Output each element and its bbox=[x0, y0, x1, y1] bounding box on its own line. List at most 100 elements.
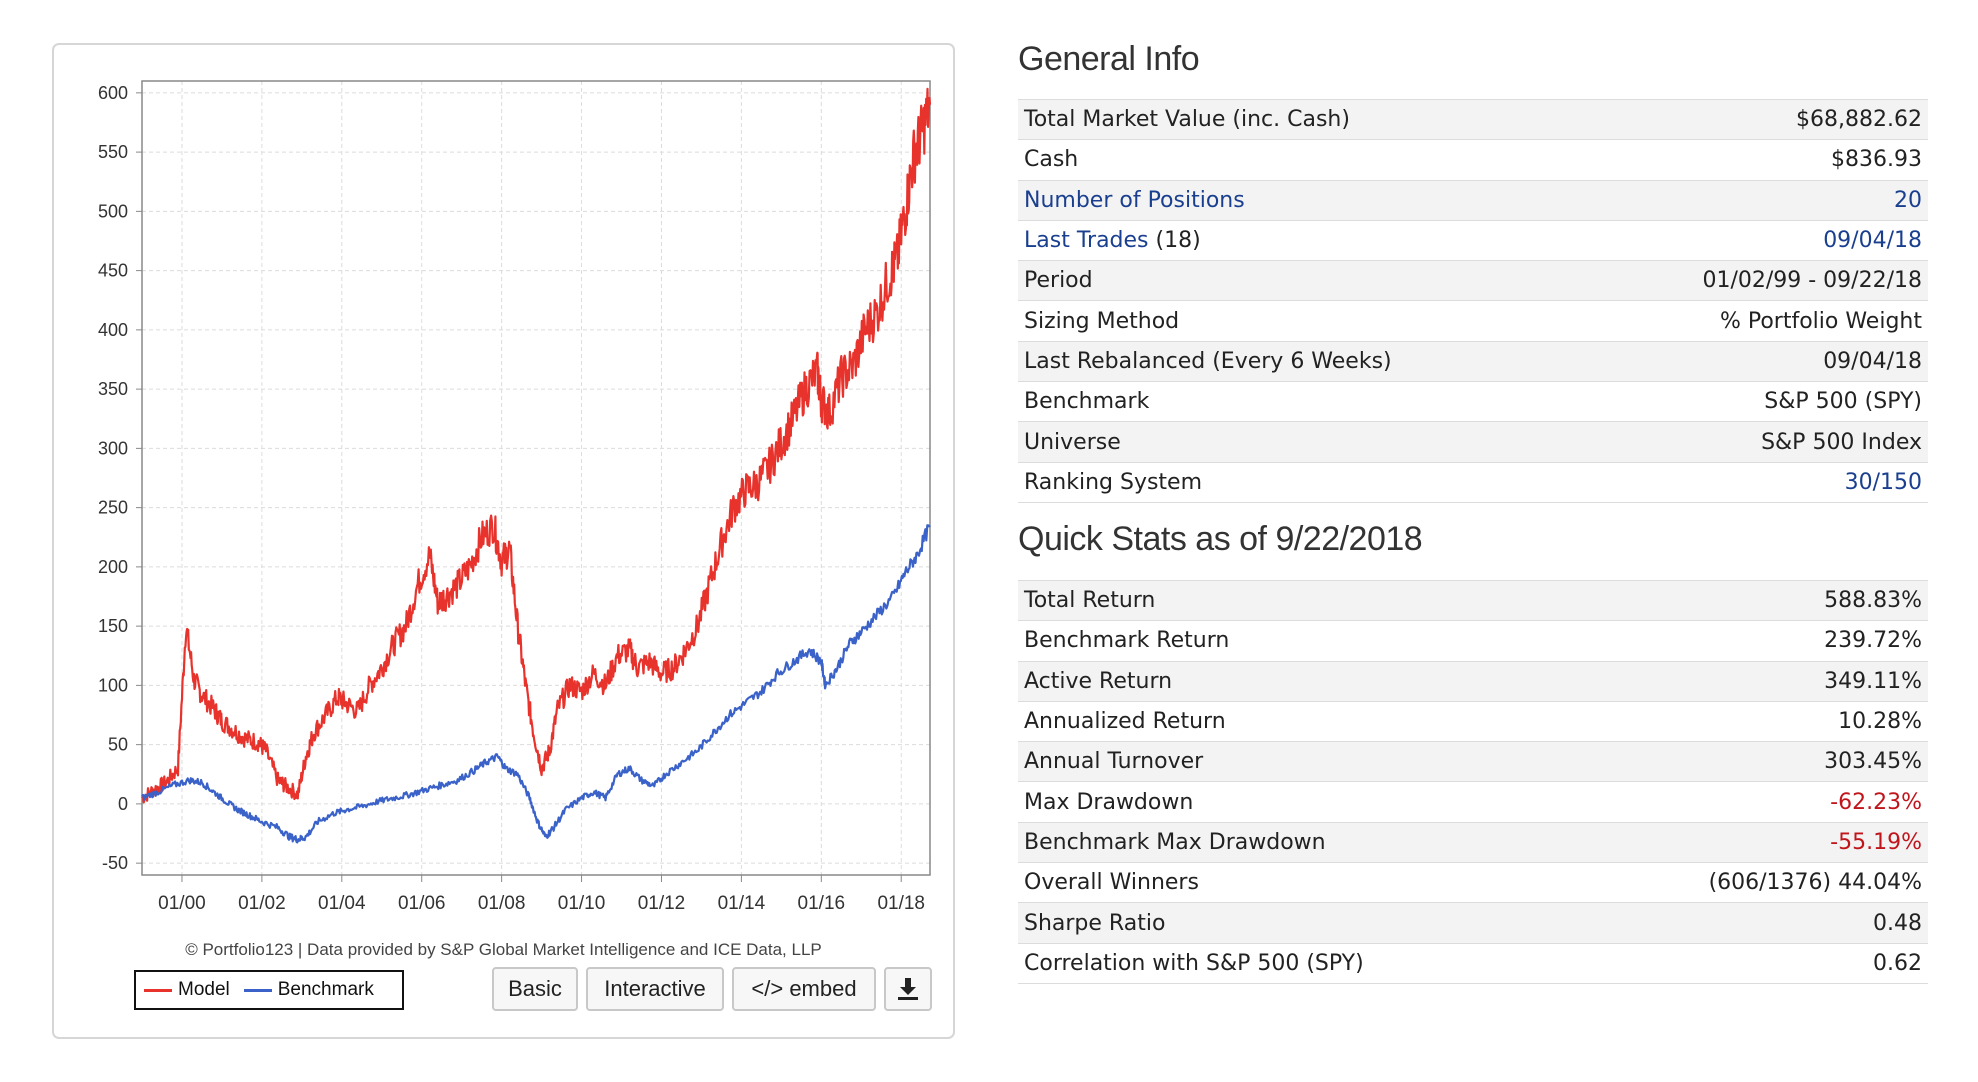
row-label-cell: Benchmark Max Drawdown bbox=[1018, 821, 1573, 863]
chart-axes: -50 0 50 100 150 200 250 300 350 400 450 500 550 600 0… bbox=[98, 83, 925, 914]
x-tick-label: 01/14 bbox=[718, 893, 766, 914]
row-label: Correlation with S&P 500 (SPY) bbox=[1024, 950, 1364, 976]
row-label: Active Return bbox=[1024, 668, 1173, 694]
performance-chart: -50 0 50 100 150 200 250 300 350 400 450 500 550 600 0… bbox=[98, 80, 932, 914]
table-row-period: Period 01/02/99 - 09/22/18 bbox=[1018, 260, 1928, 301]
row-value[interactable]: 09/04/18 bbox=[1583, 219, 1928, 261]
table-row-universe: Universe S&P 500 Index bbox=[1018, 421, 1928, 463]
row-label: Sharpe Ratio bbox=[1024, 910, 1166, 936]
legend-label-model: Model bbox=[178, 979, 230, 1000]
chart-card: -50 0 50 100 150 200 250 300 350 400 450 500 550 600 0… bbox=[52, 43, 955, 1039]
row-label: Benchmark Return bbox=[1024, 628, 1230, 654]
row-label-cell: Correlation with S&P 500 (SPY) bbox=[1018, 942, 1573, 984]
row-label-cell: Last Rebalanced (Every 6 Weeks) bbox=[1018, 340, 1584, 382]
row-label: Cash bbox=[1024, 147, 1079, 173]
row-value: S&P 500 (SPY) bbox=[1583, 381, 1928, 422]
x-tick-label: 01/08 bbox=[478, 893, 526, 914]
table-row-annualized-return: Annualized Return 10.28% bbox=[1018, 700, 1928, 742]
row-value: 10.28% bbox=[1572, 700, 1928, 742]
row-value: 0.62 bbox=[1572, 942, 1928, 984]
x-tick-label: 01/18 bbox=[877, 893, 925, 914]
y-tick-label: 200 bbox=[98, 557, 128, 577]
row-label: Universe bbox=[1024, 429, 1121, 455]
y-tick-label: 250 bbox=[98, 498, 128, 518]
row-value: -55.19% bbox=[1572, 821, 1928, 863]
row-label-cell: Last Trades (18) bbox=[1018, 219, 1584, 261]
row-label-cell: Cash bbox=[1018, 139, 1584, 181]
download-button[interactable] bbox=[884, 967, 932, 1011]
table-row-total-market-value-inc-cash: Total Market Value (inc. Cash) $68,882.62 bbox=[1018, 98, 1928, 140]
table-row-benchmark-max-drawdown: Benchmark Max Drawdown -55.19% bbox=[1018, 821, 1928, 863]
embed-button[interactable]: </> embed bbox=[732, 967, 876, 1011]
x-tick-label: 01/12 bbox=[638, 893, 686, 914]
row-value: (606/1376) 44.04% bbox=[1572, 862, 1928, 903]
row-label-cell: Total Return bbox=[1018, 579, 1573, 621]
table-row-benchmark: Benchmark S&P 500 (SPY) bbox=[1018, 381, 1928, 422]
y-tick-label: 0 bbox=[118, 794, 128, 814]
x-tick-label: 01/10 bbox=[558, 893, 606, 914]
row-label: Period bbox=[1024, 268, 1093, 294]
general-info-table: Total Market Value (inc. Cash) $68,882.62… bbox=[1018, 98, 1928, 503]
table-row-number-of-positions[interactable]: Number of Positions 20 bbox=[1018, 179, 1928, 221]
legend-item-model[interactable]: Model bbox=[144, 979, 230, 1001]
row-label[interactable]: Last Trades bbox=[1024, 228, 1149, 254]
row-label-cell: Ranking System bbox=[1018, 461, 1584, 503]
series-line-model bbox=[141, 87, 932, 804]
legend-item-benchmark[interactable]: Benchmark bbox=[243, 979, 374, 1001]
chart-grid bbox=[142, 81, 930, 875]
row-label: Benchmark Max Drawdown bbox=[1024, 829, 1326, 855]
y-tick-label: 600 bbox=[98, 83, 128, 103]
chart-legend[interactable]: Model Benchmark bbox=[134, 970, 404, 1010]
row-label-cell: Universe bbox=[1018, 421, 1584, 463]
download-icon bbox=[898, 978, 918, 1000]
row-label: Benchmark bbox=[1024, 389, 1150, 415]
row-label-cell: Total Market Value (inc. Cash) bbox=[1018, 98, 1584, 140]
table-row-total-return: Total Return 588.83% bbox=[1018, 579, 1928, 621]
row-value: 303.45% bbox=[1572, 741, 1928, 782]
row-label-cell: Benchmark Return bbox=[1018, 620, 1573, 662]
y-tick-label: 550 bbox=[98, 142, 128, 162]
row-label-cell: Annualized Return bbox=[1018, 700, 1573, 742]
table-row-last-trades[interactable]: Last Trades (18) 09/04/18 bbox=[1018, 219, 1928, 261]
series-line-benchmark bbox=[141, 524, 931, 844]
row-label: Max Drawdown bbox=[1024, 789, 1194, 815]
model-swatch bbox=[144, 988, 172, 992]
row-label[interactable]: Number of Positions bbox=[1024, 187, 1245, 213]
table-row-correlation-with-s-p-500-spy: Correlation with S&P 500 (SPY) 0.62 bbox=[1018, 942, 1928, 984]
chart-series bbox=[141, 87, 932, 844]
row-label: Total Return bbox=[1024, 588, 1156, 614]
y-tick-label: 450 bbox=[98, 261, 128, 281]
table-row-overall-winners: Overall Winners (606/1376) 44.04% bbox=[1018, 862, 1928, 903]
y-tick-label: 500 bbox=[98, 201, 128, 221]
row-value[interactable]: 20 bbox=[1583, 179, 1928, 221]
row-value: $836.93 bbox=[1583, 139, 1928, 181]
row-value: % Portfolio Weight bbox=[1583, 300, 1928, 342]
row-label: Last Rebalanced (Every 6 Weeks) bbox=[1024, 348, 1392, 374]
table-row-annual-turnover: Annual Turnover 303.45% bbox=[1018, 741, 1928, 782]
general-info-title: General Info bbox=[1018, 40, 1200, 78]
x-tick-label: 01/02 bbox=[238, 893, 286, 914]
table-row-max-drawdown: Max Drawdown -62.23% bbox=[1018, 781, 1928, 823]
table-row-active-return: Active Return 349.11% bbox=[1018, 660, 1928, 702]
row-label: Overall Winners bbox=[1024, 870, 1199, 896]
row-label-cell: Max Drawdown bbox=[1018, 781, 1573, 823]
x-tick-label: 01/16 bbox=[798, 893, 846, 914]
row-label-suffix: (18) bbox=[1148, 228, 1201, 254]
row-label-cell: Sharpe Ratio bbox=[1018, 902, 1573, 944]
row-label-cell: Benchmark bbox=[1018, 381, 1584, 422]
row-value: 588.83% bbox=[1572, 579, 1928, 621]
row-label: Annual Turnover bbox=[1024, 749, 1204, 775]
row-value: $68,882.62 bbox=[1583, 98, 1928, 140]
y-tick-label: -50 bbox=[102, 853, 128, 873]
row-value[interactable]: 30/150 bbox=[1583, 461, 1928, 503]
plot-frame bbox=[141, 80, 931, 876]
basic-button[interactable]: Basic bbox=[492, 967, 578, 1011]
interactive-button[interactable]: Interactive bbox=[586, 967, 724, 1011]
row-label-cell: Sizing Method bbox=[1018, 300, 1584, 342]
y-tick-label: 350 bbox=[98, 379, 128, 399]
table-row-sharpe-ratio: Sharpe Ratio 0.48 bbox=[1018, 902, 1928, 944]
row-value: 349.11% bbox=[1572, 660, 1928, 702]
quick-stats-title: Quick Stats as of 9/22/2018 bbox=[1018, 520, 1423, 558]
y-tick-label: 300 bbox=[98, 438, 128, 458]
row-label: Sizing Method bbox=[1024, 308, 1180, 334]
